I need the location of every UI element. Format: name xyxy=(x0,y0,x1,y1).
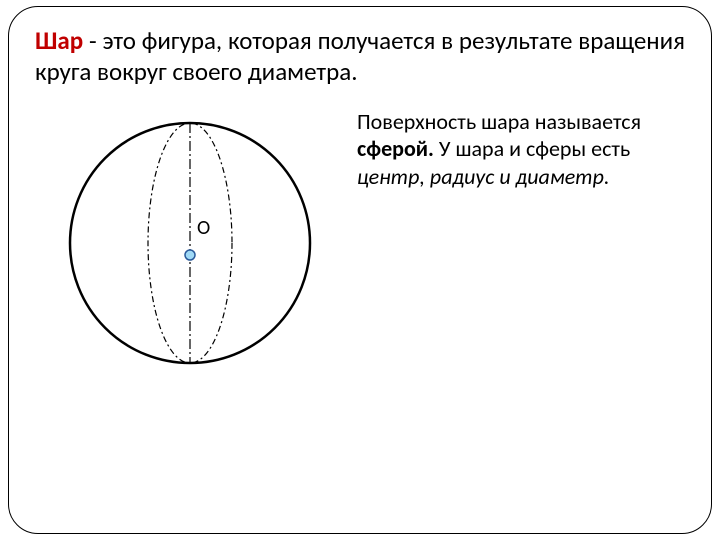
side-bold-sphere: сферой. xyxy=(357,135,434,162)
definition-text: - это фигура, которая получается в резул… xyxy=(35,25,685,87)
term-shar: Шар xyxy=(35,25,83,56)
content-row: О Поверхность шара называется сферой. У … xyxy=(35,108,685,383)
side-line1: Поверхность шара называется xyxy=(357,108,641,135)
definition-paragraph: Шар - это фигура, которая получается в р… xyxy=(35,25,685,88)
side-paragraph: Поверхность шара называется сферой. У ша… xyxy=(357,108,685,191)
sphere-figure: О xyxy=(55,108,325,383)
side-line2: У шара и сферы есть xyxy=(434,135,630,162)
svg-text:О: О xyxy=(197,216,210,240)
side-italic-terms: центр, радиус и диаметр. xyxy=(357,163,610,190)
slide-frame: Шар - это фигура, которая получается в р… xyxy=(8,6,712,534)
sphere-svg: О xyxy=(55,108,325,378)
